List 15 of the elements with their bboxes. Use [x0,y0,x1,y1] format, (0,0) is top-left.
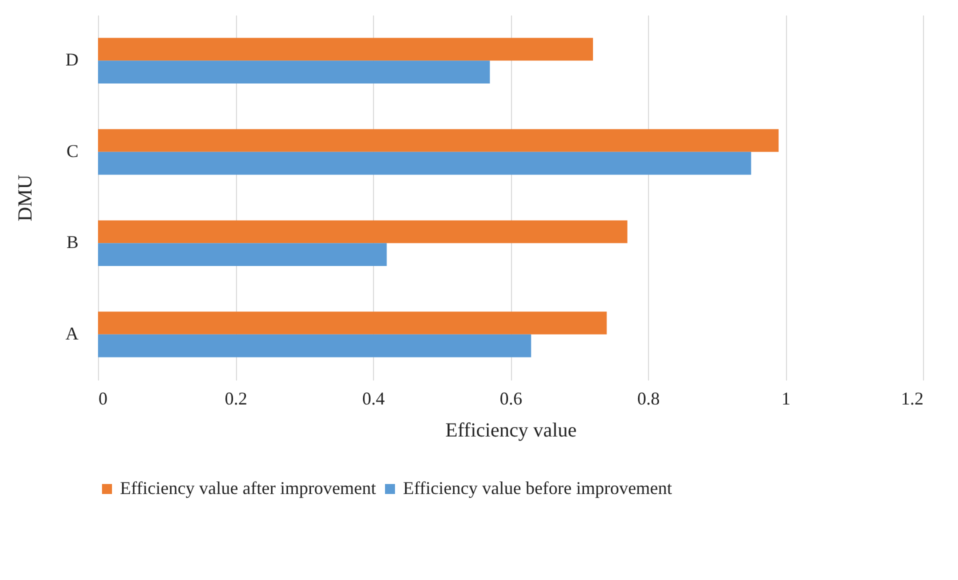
y-tick-label: A [66,323,78,344]
y-axis-title: DMU [14,174,36,222]
x-tick-label: 0.8 [637,388,660,408]
x-tick-label: 0.2 [224,388,248,408]
x-tick-label: 1 [782,388,790,408]
y-tick-label: B [66,232,78,252]
legend-label: Efficiency value before improvement [403,478,672,498]
legend-label: Efficiency value after improvement [120,478,376,498]
x-tick-label: 0.4 [362,388,385,408]
y-tick-label: D [66,50,78,70]
y-tick-label: C [66,140,78,161]
x-tick-label: 0.6 [500,388,522,408]
x-axis-title: Efficiency value [445,420,577,442]
x-tick-label: 0 [98,388,108,408]
x-tick-label: 1.2 [901,388,924,408]
